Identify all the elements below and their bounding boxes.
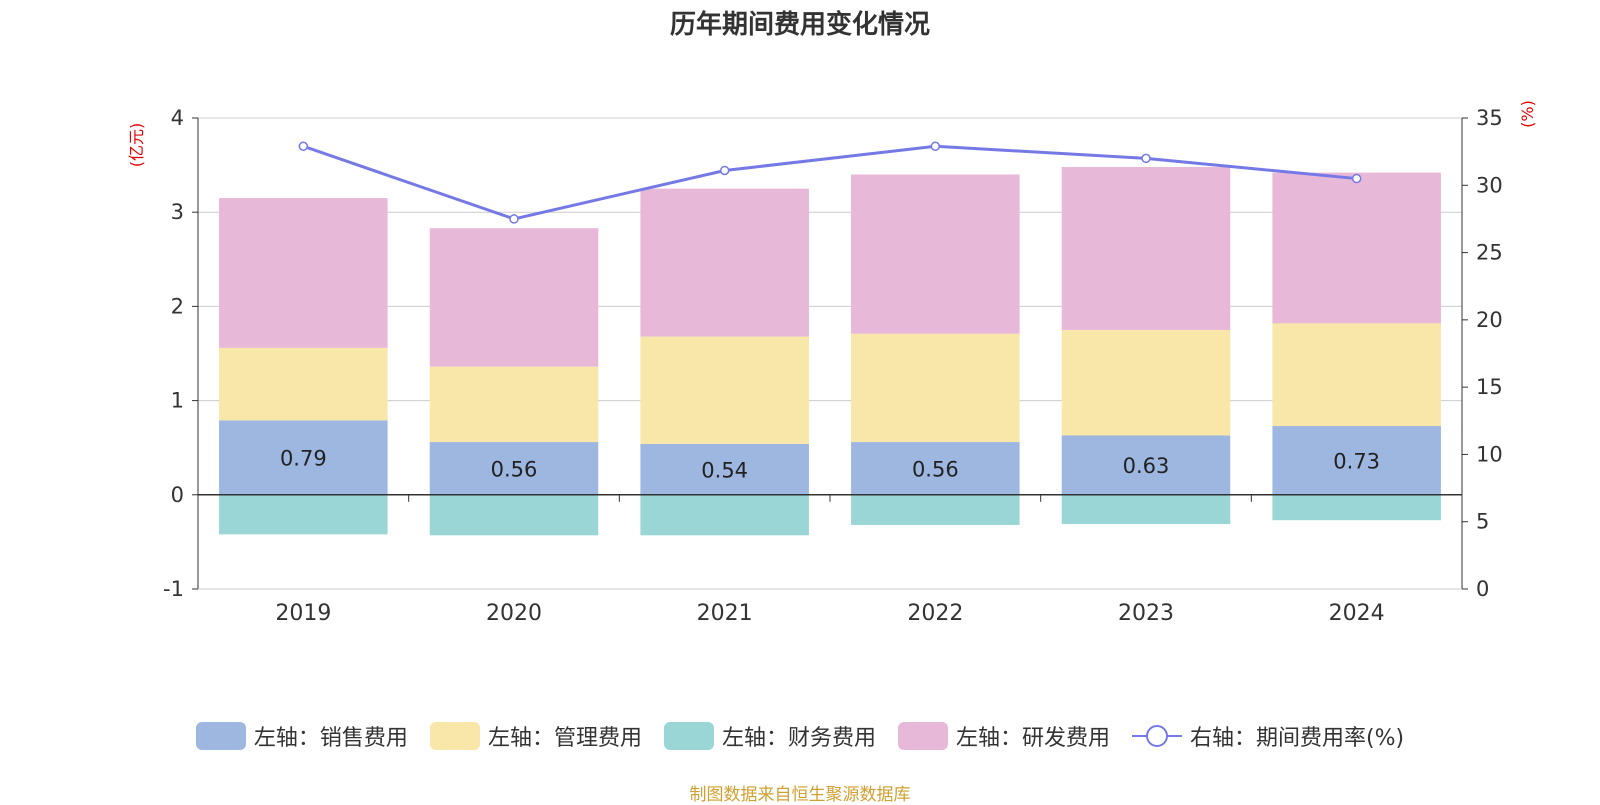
right-axis-tick-label: 30: [1476, 173, 1503, 197]
left-axis-tick-label: -1: [163, 577, 184, 601]
left-axis-tick-label: 3: [171, 200, 184, 224]
right-axis-tick-label: 0: [1476, 577, 1489, 601]
legend-label-finance: 左轴：财务费用: [721, 726, 876, 751]
bar-data-label: 0.56: [491, 457, 538, 481]
legend-swatch-admin: [429, 722, 480, 750]
bar-2024: [1272, 323, 1441, 427]
bar-2020: [429, 228, 599, 367]
legend-label-rnd: 左轴：研发费用: [955, 726, 1110, 751]
left-axis-tick-label: 0: [171, 483, 184, 507]
category-tick-label: 2023: [1118, 601, 1174, 626]
legend-swatch-sales: [195, 722, 246, 750]
legend-item-expense-rate[interactable]: 右轴：期间费用率(%): [1131, 720, 1405, 752]
right-axis-tick-label: 25: [1476, 241, 1503, 265]
bar-2021: [640, 494, 809, 536]
expense-rate-point: [298, 141, 309, 152]
right-axis-tick-label: 20: [1476, 308, 1503, 332]
bar-data-label: 0.54: [701, 458, 748, 482]
expense-rate-line: [302, 144, 1357, 221]
expense-rate-point: [719, 165, 730, 176]
chart-area: -1 0 1 2 3 4 0 5 10 15 20 25 30 35 0.79 0.56 0.54 0.56 0.6…: [127, 100, 1537, 626]
bar-2019: [219, 347, 388, 421]
bar-2021: [640, 336, 809, 444]
bar-2019: [219, 494, 388, 535]
expense-rate-point: [1351, 173, 1362, 184]
legend-swatch-finance: [663, 722, 714, 750]
category-tick-label: 2020: [486, 601, 542, 626]
category-tick-label: 2022: [907, 601, 963, 626]
bar-2024: [1272, 426, 1441, 495]
bar-2020: [429, 366, 599, 443]
left-axis-tick-label: 4: [171, 106, 184, 130]
legend-item-sales[interactable]: 左轴：销售费用: [195, 720, 408, 752]
right-axis-tick-label: 5: [1476, 510, 1489, 534]
bar-2021: [640, 443, 809, 495]
chart-title: 历年期间费用变化情况: [669, 10, 930, 40]
bar-2022: [851, 333, 1020, 443]
legend-line-marker-icon: [1131, 722, 1182, 750]
right-axis-tick-label: 35: [1476, 106, 1503, 130]
bar-2020: [429, 442, 599, 495]
category-tick-label: 2021: [697, 601, 753, 626]
bar-2024: [1272, 494, 1441, 521]
data-source-note: 制图数据来自恒生聚源数据库: [689, 785, 911, 805]
bar-2022: [851, 494, 1020, 525]
legend: 左轴：销售费用 左轴：管理费用 左轴：财务费用 左轴：研发费用 右轴：期间费用率…: [0, 720, 1600, 752]
bar-2020: [429, 494, 599, 536]
right-axis-tick-label: 10: [1476, 442, 1503, 466]
expense-rate-point: [930, 141, 941, 152]
bar-2023: [1061, 435, 1231, 495]
left-axis-tick-label: 1: [171, 389, 184, 413]
legend-label-admin: 左轴：管理费用: [487, 726, 642, 751]
expense-rate-point: [1141, 153, 1151, 164]
bar-2024: [1272, 172, 1441, 324]
legend-item-finance[interactable]: 左轴：财务费用: [663, 720, 876, 752]
bar-2023: [1061, 166, 1231, 330]
category-tick-label: 2019: [275, 601, 331, 626]
right-axis-unit-label: (%): [1518, 100, 1537, 128]
bar-2019: [219, 198, 388, 348]
bar-2023: [1061, 494, 1231, 525]
right-axis-tick-label: 15: [1476, 375, 1503, 399]
bar-2019: [219, 420, 388, 495]
legend-label-sales: 左轴：销售费用: [253, 726, 408, 751]
expense-rate-point: [509, 214, 519, 224]
legend-swatch-rnd: [897, 722, 948, 750]
left-axis-tick-label: 2: [171, 294, 184, 318]
bar-2021: [640, 188, 809, 337]
bar-data-label: 0.63: [1123, 454, 1170, 478]
bar-data-label: 0.56: [912, 457, 959, 481]
legend-label-expense-rate: 右轴：期间费用率(%): [1189, 726, 1405, 751]
bar-2022: [851, 442, 1020, 495]
legend-item-admin[interactable]: 左轴：管理费用: [429, 720, 642, 752]
left-axis-unit-label: (亿元): [127, 123, 146, 168]
bar-data-label: 0.73: [1333, 449, 1380, 473]
category-tick-label: 2024: [1329, 601, 1385, 626]
bar-2023: [1061, 329, 1231, 436]
legend-item-rnd[interactable]: 左轴：研发费用: [897, 720, 1110, 752]
bar-data-label: 0.79: [280, 447, 327, 471]
bar-2022: [851, 174, 1020, 334]
